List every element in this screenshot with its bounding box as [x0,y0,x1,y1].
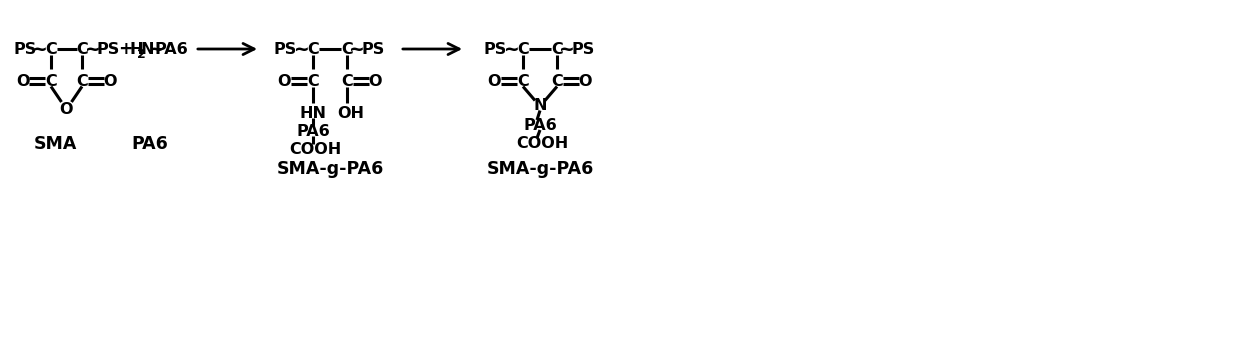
Text: O: O [368,74,382,88]
Text: +: + [118,40,133,58]
Text: ~: ~ [350,40,365,59]
Text: PS: PS [14,41,37,57]
Text: C: C [76,74,88,88]
Text: C: C [551,41,563,57]
Text: PS: PS [572,41,595,57]
Text: PS: PS [97,41,119,57]
Text: O: O [487,74,501,88]
Text: PS: PS [273,41,296,57]
Text: ~: ~ [505,40,520,59]
Text: C: C [308,74,319,88]
Text: ~: ~ [294,40,310,59]
Text: C: C [308,41,319,57]
Text: C: C [341,74,353,88]
Text: C: C [517,74,529,88]
Text: O: O [16,74,30,88]
Text: H: H [129,41,143,57]
Text: SMA-g-PA6: SMA-g-PA6 [277,160,383,178]
Text: C: C [341,41,353,57]
Text: COOH: COOH [516,136,568,151]
Text: ~: ~ [149,40,165,59]
Text: O: O [103,74,117,88]
Text: PS: PS [484,41,507,57]
Text: COOH: COOH [289,141,341,157]
Text: SMA: SMA [33,135,77,153]
Text: PA6: PA6 [523,118,557,133]
Text: PA6: PA6 [154,41,188,57]
Text: PA6: PA6 [131,135,169,153]
Text: PA6: PA6 [296,123,330,139]
Text: OH: OH [337,105,365,120]
Text: SMA-g-PA6: SMA-g-PA6 [486,160,594,178]
Text: C: C [551,74,563,88]
Text: 2: 2 [138,48,146,61]
Text: C: C [45,41,57,57]
Text: O: O [60,102,73,118]
Text: O: O [578,74,591,88]
Text: C: C [517,41,529,57]
Text: PS: PS [361,41,384,57]
Text: N: N [533,98,547,113]
Text: ~: ~ [32,40,48,59]
Text: HN: HN [300,105,326,120]
Text: N: N [140,41,154,57]
Text: C: C [76,41,88,57]
Text: ~: ~ [559,40,575,59]
Text: O: O [278,74,290,88]
Text: C: C [45,74,57,88]
Text: ~: ~ [86,40,100,59]
